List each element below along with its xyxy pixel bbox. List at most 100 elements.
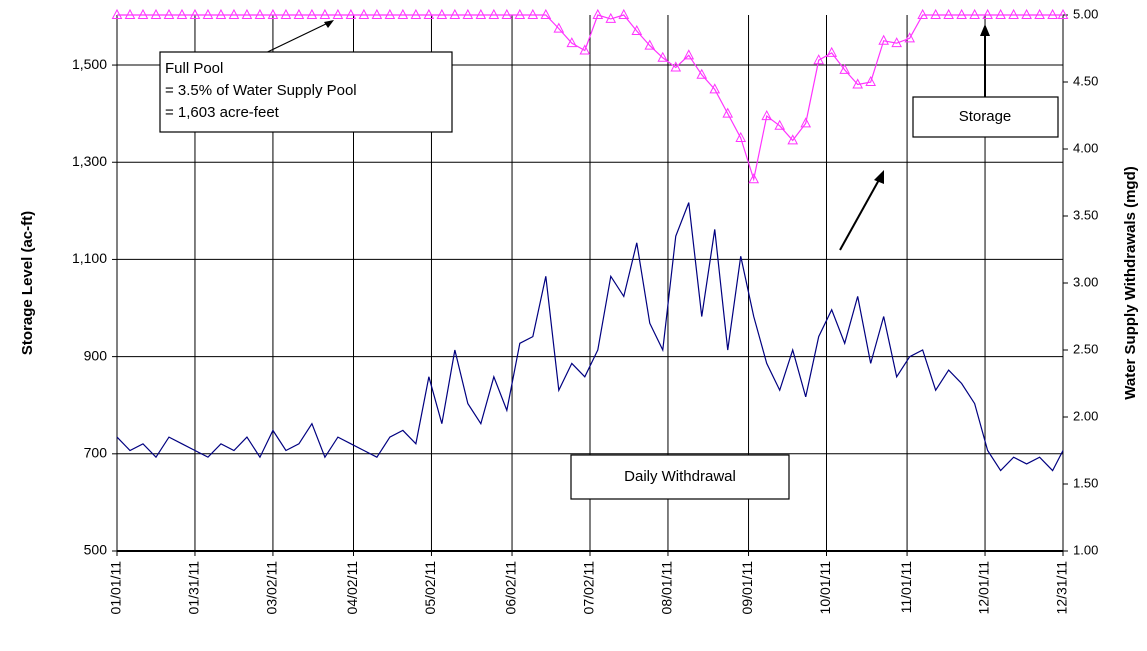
x-tick-label: 10/01/11	[817, 561, 833, 615]
series-line	[116, 202, 1064, 472]
y-tick-label: 1,100	[72, 250, 107, 266]
y2-tick-label: 3.50	[1073, 207, 1098, 222]
x-tick-label: 09/01/11	[739, 561, 755, 615]
storage-marker	[462, 8, 474, 19]
storage-marker	[553, 22, 565, 33]
storage-marker	[228, 8, 240, 19]
storage-marker	[189, 8, 201, 19]
arrow-head	[874, 170, 884, 184]
annotation-text: Storage	[959, 108, 1012, 125]
storage-marker	[735, 131, 747, 142]
storage-marker	[488, 8, 500, 19]
storage-marker	[787, 134, 799, 145]
storage-marker	[618, 8, 630, 19]
storage-marker	[332, 8, 344, 19]
storage-marker	[709, 83, 721, 94]
storage-marker	[865, 75, 877, 87]
arrow-head	[980, 24, 990, 36]
storage-marker	[683, 49, 695, 60]
y2-axis-label: Water Supply Withdrawals (mgd)	[1122, 166, 1139, 400]
storage-marker	[761, 110, 773, 121]
storage-marker	[241, 8, 253, 19]
storage-marker	[878, 34, 890, 45]
y-axis-label: Storage Level (ac-ft)	[19, 211, 36, 355]
x-tick-label: 01/01/11	[108, 561, 124, 615]
storage-marker	[202, 8, 214, 19]
storage-marker	[891, 37, 903, 48]
storage-marker	[111, 8, 123, 19]
storage-marker	[137, 8, 149, 19]
x-tick-label: 11/01/11	[898, 561, 914, 614]
storage-marker	[527, 8, 539, 19]
storage-marker	[540, 8, 552, 19]
storage-marker	[657, 51, 669, 62]
storage-marker	[384, 8, 396, 19]
storage-marker	[254, 8, 266, 19]
y2-tick-label: 3.00	[1073, 274, 1098, 289]
arrow-head	[324, 20, 334, 28]
storage-marker	[982, 8, 993, 19]
storage-marker	[319, 8, 331, 19]
storage-marker	[423, 8, 435, 19]
storage-marker	[267, 8, 279, 19]
storage-marker	[800, 117, 812, 128]
storage-marker	[605, 12, 617, 23]
storage-marker	[579, 44, 591, 55]
x-tick-label: 05/02/11	[422, 561, 438, 615]
annotation-text: Full Pool	[165, 60, 223, 77]
y-tick-label: 700	[84, 445, 108, 461]
storage-marker	[163, 8, 175, 19]
x-tick-label: 08/01/11	[659, 561, 675, 615]
storage-marker	[813, 54, 825, 65]
storage-marker	[397, 8, 409, 19]
storage-marker	[956, 8, 967, 19]
storage-marker	[930, 8, 941, 19]
annotation-box	[570, 454, 790, 500]
storage-marker	[696, 68, 708, 79]
storage-marker	[943, 8, 954, 19]
storage-marker	[969, 8, 980, 19]
storage-marker	[631, 24, 643, 36]
storage-marker	[124, 8, 136, 19]
y2-tick-label: 4.00	[1073, 140, 1098, 155]
storage-marker	[995, 8, 1006, 19]
storage-marker	[358, 8, 370, 19]
x-tick-label: 03/02/11	[264, 561, 280, 615]
y-tick-label: 1,300	[72, 153, 107, 169]
annotation-text: = 3.5% of Water Supply Pool	[165, 82, 357, 99]
storage-marker	[449, 8, 461, 19]
y2-tick-label: 5.00	[1073, 6, 1098, 21]
storage-marker	[345, 8, 357, 19]
storage-marker	[475, 8, 487, 19]
storage-marker	[176, 8, 188, 19]
storage-marker	[839, 63, 851, 74]
storage-marker	[1021, 8, 1032, 19]
x-tick-label: 07/02/11	[581, 561, 597, 615]
storage-marker	[306, 8, 318, 19]
annotation-text: Daily Withdrawal	[624, 468, 736, 485]
annotations: Full Pool = 3.5% of Water Supply Pool = 1,…	[159, 20, 1059, 500]
y2-tick-label: 1.00	[1073, 542, 1098, 557]
storage-marker	[1034, 8, 1045, 19]
storage-marker	[774, 119, 786, 130]
y2-tick-label: 4.50	[1073, 73, 1098, 88]
storage-marker	[150, 8, 162, 19]
storage-marker	[501, 8, 513, 19]
y-tick-label: 500	[84, 542, 108, 558]
arrow	[839, 177, 881, 251]
x-tick-label: 01/31/11	[186, 561, 202, 615]
y-tick-label: 900	[84, 347, 108, 363]
storage-marker	[371, 8, 383, 19]
storage-marker	[436, 8, 448, 19]
storage-marker	[644, 39, 656, 50]
storage-marker	[670, 61, 682, 72]
storage-marker	[722, 107, 734, 118]
storage-marker	[514, 8, 526, 19]
y2-tick-label: 1.50	[1073, 475, 1098, 490]
x-tick-label: 04/02/11	[344, 561, 360, 615]
storage-marker	[566, 37, 578, 48]
storage-marker	[826, 46, 838, 57]
storage-marker	[410, 8, 422, 19]
